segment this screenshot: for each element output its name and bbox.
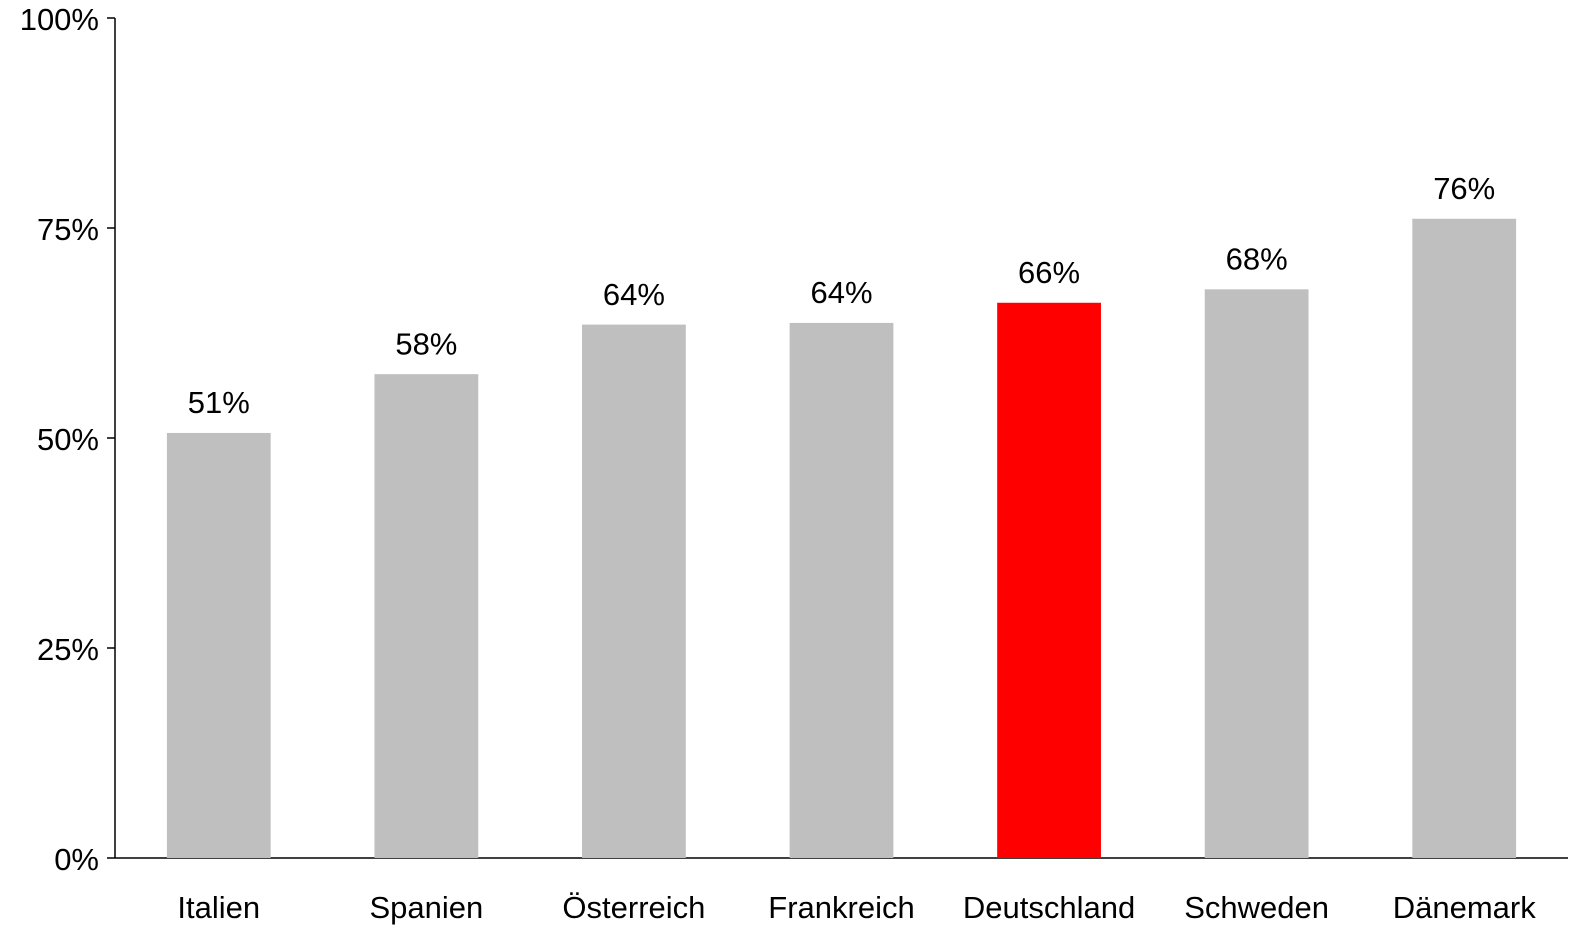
y-tick-label: 25% [37,632,99,667]
bar [997,302,1101,858]
bar [166,432,271,858]
value-label: 76% [1433,171,1495,206]
x-tick-label: Italien [177,890,260,925]
y-tick-label: 0% [54,842,99,877]
value-label: 68% [1226,242,1288,277]
value-label: 66% [1018,255,1080,290]
value-label: 51% [188,385,250,420]
value-label: 64% [603,277,665,312]
value-label: 58% [395,326,457,361]
bar [1412,218,1517,858]
bar [1204,289,1309,858]
value-label: 64% [810,275,872,310]
bar [789,322,894,858]
x-tick-label: Schweden [1184,890,1329,925]
y-tick-label: 50% [37,422,99,457]
x-tick-label: Frankreich [768,890,914,925]
x-tick-label: Dänemark [1393,890,1536,925]
y-tick-label: 100% [20,2,99,37]
x-tick-label: Österreich [562,890,705,925]
y-tick-label: 75% [37,212,99,247]
bar [374,374,479,858]
bar [582,324,686,859]
x-tick-label: Deutschland [963,890,1135,925]
x-tick-label: Spanien [369,890,483,925]
